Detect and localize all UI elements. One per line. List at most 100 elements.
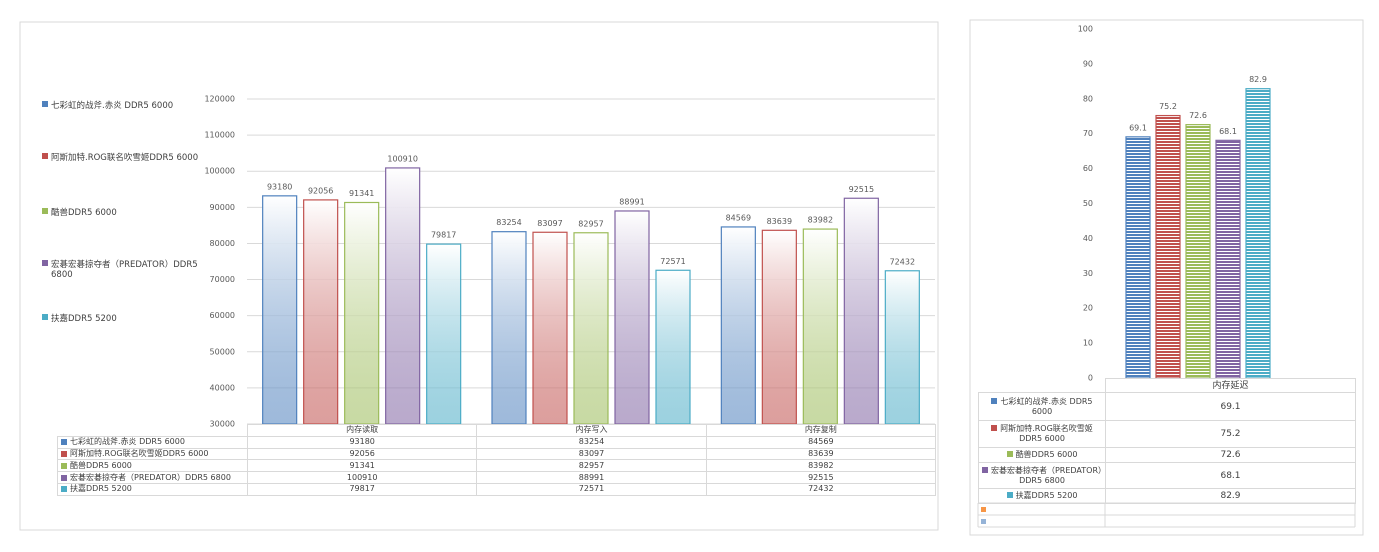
legend-swatch xyxy=(42,153,48,159)
legend-item: 扶嘉DDR5 5200 xyxy=(42,314,202,324)
data-label: 91341 xyxy=(349,189,374,198)
legend-item: 宏碁宏碁掠夺者（PREDATOR）DDR5 6800 xyxy=(42,260,202,280)
bar xyxy=(884,270,920,425)
legend-label: 宏碁宏碁掠夺者（PREDATOR）DDR5 6800 xyxy=(51,260,198,280)
table-row-label: 宏碁宏碁掠夺者（PREDATOR）DDR5 6800 xyxy=(978,462,1106,489)
table-value: 79817 xyxy=(247,483,478,496)
y-tick-label: 20 xyxy=(1083,304,1093,313)
legend-swatch xyxy=(1006,451,1013,457)
y-tick-label: 30000 xyxy=(210,420,235,429)
table-value: 72432 xyxy=(705,483,936,496)
data-label: 69.1 xyxy=(1129,123,1147,132)
series-name: 阿斯加特.ROG联名吹雪姬DDR5 6000 xyxy=(70,448,209,458)
y-tick-label: 70 xyxy=(1083,129,1093,138)
row-label-wrap: 酷兽DDR5 6000 xyxy=(1006,450,1077,460)
bar xyxy=(573,232,609,425)
y-tick-label: 60 xyxy=(1083,164,1093,173)
bar xyxy=(303,199,339,425)
y-tick-label: 40 xyxy=(1083,234,1093,243)
y-tick-label: 100000 xyxy=(204,167,235,176)
bar xyxy=(761,229,797,425)
bar xyxy=(1155,114,1181,379)
y-tick-label: 40000 xyxy=(210,383,235,392)
y-tick-label: 30 xyxy=(1083,269,1093,278)
legend-item: 七彩虹的战斧.赤炎 DDR5 6000 xyxy=(42,101,202,111)
data-label: 92515 xyxy=(849,185,874,194)
legend-label: 扶嘉DDR5 5200 xyxy=(51,314,117,324)
y-tick-label: 70000 xyxy=(210,275,235,284)
data-label: 72432 xyxy=(890,257,915,266)
bar xyxy=(802,228,838,425)
bar xyxy=(426,243,462,425)
chart-frame xyxy=(969,19,1364,536)
data-label: 100910 xyxy=(387,154,418,163)
y-tick-label: 80 xyxy=(1083,94,1093,103)
legend-swatch xyxy=(61,462,67,469)
data-label: 84569 xyxy=(726,213,751,222)
legend-swatch xyxy=(981,466,988,473)
legend-swatch xyxy=(42,101,48,107)
bar xyxy=(1245,88,1271,379)
series-name: 宏碁宏碁掠夺者（PREDATOR）DDR5 6800 xyxy=(70,472,231,482)
table-value: 82.9 xyxy=(1105,488,1356,504)
y-tick-label: 90 xyxy=(1083,59,1093,68)
legend-item: 酷兽DDR5 6000 xyxy=(42,208,202,218)
table-value: 72571 xyxy=(476,483,707,496)
bar xyxy=(720,226,756,425)
y-tick-label: 120000 xyxy=(204,95,235,104)
table-value: 72.6 xyxy=(1105,447,1356,463)
legend-swatch xyxy=(981,519,986,524)
legend-swatch xyxy=(42,314,48,320)
data-label: 68.1 xyxy=(1219,127,1237,136)
bar xyxy=(1215,139,1241,379)
series-name: 七彩虹的战斧.赤炎 DDR5 6000 xyxy=(1000,396,1093,416)
data-label: 82957 xyxy=(578,219,603,228)
table-row-label: 扶嘉DDR5 5200 xyxy=(978,488,1106,504)
data-label: 82.9 xyxy=(1249,75,1267,84)
bar xyxy=(1125,136,1151,379)
bar xyxy=(532,231,568,425)
row-label-wrap: 阿斯加特.ROG联名吹雪姬DDR5 6000 xyxy=(981,424,1103,444)
y-tick-label: 0 xyxy=(1088,374,1093,383)
legend-swatch xyxy=(981,507,986,512)
legend-label: 七彩虹的战斧.赤炎 DDR5 6000 xyxy=(51,101,174,111)
data-label: 75.2 xyxy=(1159,102,1177,111)
legend-swatch xyxy=(61,450,67,457)
y-tick-label: 110000 xyxy=(204,131,235,140)
data-label: 72571 xyxy=(660,257,685,266)
table-value: 68.1 xyxy=(1105,462,1356,489)
legend-swatch xyxy=(42,260,48,266)
data-label: 79817 xyxy=(431,231,456,240)
y-tick-label: 10 xyxy=(1083,339,1093,348)
series-name: 七彩虹的战斧.赤炎 DDR5 6000 xyxy=(70,437,185,447)
legend-label: 阿斯加特.ROG联名吹雪姬DDR5 6000 xyxy=(51,153,199,163)
y-tick-label: 80000 xyxy=(210,239,235,248)
row-label-wrap: 扶嘉DDR5 5200 xyxy=(1006,491,1077,501)
y-tick-label: 50 xyxy=(1083,199,1093,208)
row-label-wrap: 宏碁宏碁掠夺者（PREDATOR）DDR5 6800 xyxy=(981,466,1103,486)
data-label: 83982 xyxy=(808,216,833,225)
table-header: 内存延迟 xyxy=(1105,378,1356,393)
legend-swatch xyxy=(991,397,998,404)
row-label-wrap: 七彩虹的战斧.赤炎 DDR5 6000 xyxy=(981,397,1103,417)
bar xyxy=(491,231,527,425)
series-name: 阿斯加特.ROG联名吹雪姬DDR5 6000 xyxy=(1000,424,1093,443)
bar xyxy=(655,269,691,425)
data-label: 88991 xyxy=(619,197,644,206)
bar xyxy=(385,167,421,425)
legend-item: 阿斯加特.ROG联名吹雪姬DDR5 6000 xyxy=(42,153,202,163)
data-label: 93180 xyxy=(267,182,292,191)
series-name: 宏碁宏碁掠夺者（PREDATOR）DDR5 6800 xyxy=(990,465,1103,485)
legend-swatch xyxy=(991,425,998,431)
bar xyxy=(344,201,380,425)
table-value: 69.1 xyxy=(1105,392,1356,421)
bar xyxy=(262,195,298,425)
legend-swatch xyxy=(61,439,67,446)
legend-swatch xyxy=(42,208,48,214)
legend-swatch xyxy=(1006,492,1013,498)
table-row-label: 扶嘉DDR5 5200 xyxy=(57,483,248,496)
y-tick-label: 60000 xyxy=(210,311,235,320)
data-label: 92056 xyxy=(308,186,333,195)
table-row-label: 七彩虹的战斧.赤炎 DDR5 6000 xyxy=(978,392,1106,421)
